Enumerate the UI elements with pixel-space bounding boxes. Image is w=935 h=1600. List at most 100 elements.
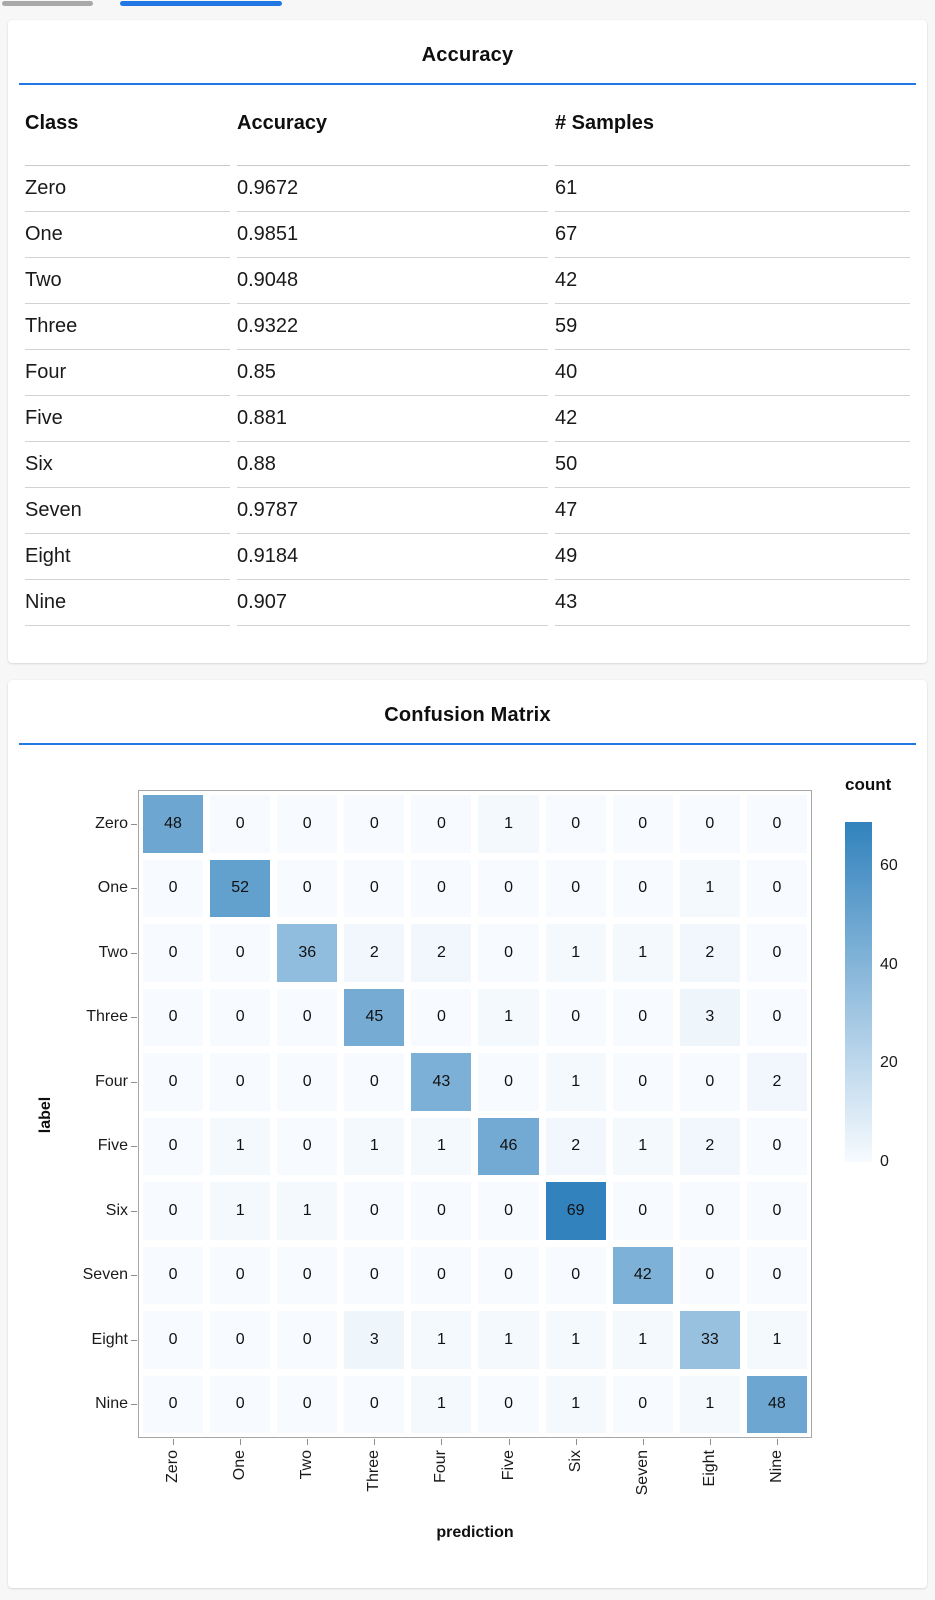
heatmap-cell-one-three: 0: [344, 859, 405, 917]
heatmap-cell-one-nine: 0: [746, 859, 807, 917]
heatmap-cell-seven-nine: 0: [746, 1246, 807, 1304]
y-tick-label-five: Five: [97, 1137, 128, 1155]
heatmap-cell-two-one: 0: [210, 924, 271, 982]
heatmap-cell-zero-eight: 0: [679, 795, 740, 853]
x-tick-mark: [240, 1439, 242, 1445]
class-cell: Seven: [25, 488, 230, 534]
heatmap-cell-seven-three: 0: [344, 1246, 405, 1304]
x-tick-mark: [776, 1439, 778, 1445]
heatmap-cell-four-one: 0: [210, 1053, 271, 1111]
y-tick-mark: [131, 1339, 137, 1341]
table-row: Six 0.88 50: [25, 442, 910, 488]
column-header-accuracy: Accuracy: [237, 108, 548, 166]
heatmap-cell-five-one: 1: [210, 1117, 271, 1175]
y-tick-label-nine: Nine: [95, 1395, 128, 1413]
heatmap-cell-six-nine: 0: [746, 1182, 807, 1240]
heatmap-cell-nine-one: 0: [210, 1375, 271, 1433]
heatmap-cell-four-six: 1: [545, 1053, 606, 1111]
y-tick-label-six: Six: [105, 1201, 128, 1219]
heatmap-cell-eight-two: 0: [277, 1311, 338, 1369]
samples-cell: 40: [555, 350, 910, 396]
heatmap-cell-three-nine: 0: [746, 988, 807, 1046]
heatmap-cell-seven-two: 0: [277, 1246, 338, 1304]
heatmap-cell-zero-seven: 0: [612, 795, 673, 853]
heatmap-cell-three-six: 0: [545, 988, 606, 1046]
samples-cell: 67: [555, 212, 910, 258]
accuracy-cell: 0.9851: [237, 212, 548, 258]
heatmap-cell-five-three: 1: [344, 1117, 405, 1175]
class-cell: Nine: [25, 580, 230, 626]
heatmap-cell-one-seven: 0: [612, 859, 673, 917]
table-row: Two 0.9048 42: [25, 258, 910, 304]
table-row: One 0.9851 67: [25, 212, 910, 258]
accuracy-cell: 0.9184: [237, 534, 548, 580]
samples-cell: 50: [555, 442, 910, 488]
heatmap-cell-seven-seven: 42: [612, 1246, 673, 1304]
heatmap-cell-eight-four: 1: [411, 1311, 472, 1369]
samples-cell: 61: [555, 166, 910, 212]
legend-title: count: [845, 775, 892, 794]
heatmap-cell-six-four: 0: [411, 1182, 472, 1240]
heatmap-cell-eight-seven: 1: [612, 1311, 673, 1369]
samples-cell: 49: [555, 534, 910, 580]
samples-cell: 59: [555, 304, 910, 350]
heatmap-cell-nine-seven: 0: [612, 1375, 673, 1433]
y-axis-title: label: [37, 1096, 54, 1134]
heatmap-cell-nine-zero: 0: [143, 1375, 204, 1433]
heatmap-cell-three-four: 0: [411, 988, 472, 1046]
heatmap-cell-nine-four: 1: [411, 1375, 472, 1433]
heatmap-cell-eight-nine: 1: [746, 1311, 807, 1369]
samples-cell: 42: [555, 258, 910, 304]
tab-indicator-inactive[interactable]: [2, 1, 93, 6]
heatmap-cell-four-nine: 2: [746, 1053, 807, 1111]
table-row: Seven 0.9787 47: [25, 488, 910, 534]
confusion-matrix-chart: label 48 0 0 0 0 1 0 0 0 0 0 52 0 0 0 0 0 0 1 0 0 0 36 2 2 0 1 1 2 0 0…: [8, 680, 927, 1588]
heatmap-cell-one-two: 0: [277, 859, 338, 917]
y-tick-label-one: One: [97, 879, 128, 897]
accuracy-cell: 0.9787: [237, 488, 548, 534]
tab-indicator-active[interactable]: [120, 1, 282, 6]
x-tick-mark: [173, 1439, 175, 1445]
accuracy-table: Class Accuracy # Samples Zero 0.9672 61 One 0.…: [18, 108, 917, 626]
accuracy-table-header-row: Class Accuracy # Samples: [25, 108, 910, 166]
heatmap-cell-three-zero: 0: [143, 988, 204, 1046]
y-tick-label-zero: Zero: [95, 814, 128, 832]
y-tick-label-three: Three: [86, 1008, 128, 1026]
accuracy-panel-title: Accuracy: [421, 44, 514, 66]
y-tick-mark: [131, 1404, 137, 1406]
class-cell: Three: [25, 304, 230, 350]
class-cell: Zero: [25, 166, 230, 212]
heatmap-cell-six-eight: 0: [679, 1182, 740, 1240]
heatmap-cell-five-four: 1: [411, 1117, 472, 1175]
x-axis-title: prediction: [436, 1524, 514, 1541]
heatmap-cell-three-five: 1: [478, 988, 539, 1046]
table-row: Eight 0.9184 49: [25, 534, 910, 580]
heatmap-cell-one-six: 0: [545, 859, 606, 917]
x-tick-mark: [575, 1439, 577, 1445]
class-cell: Two: [25, 258, 230, 304]
heatmap-cell-zero-one: 0: [210, 795, 271, 853]
class-cell: Six: [25, 442, 230, 488]
y-tick-label-two: Two: [98, 943, 128, 961]
x-tick-mark: [374, 1439, 376, 1445]
heatmap-cell-zero-three: 0: [344, 795, 405, 853]
heatmap-cell-seven-one: 0: [210, 1246, 271, 1304]
heatmap-cell-six-zero: 0: [143, 1182, 204, 1240]
column-header-class: Class: [25, 108, 230, 166]
heatmap-cell-six-one: 1: [210, 1182, 271, 1240]
heatmap-cell-six-six: 69: [545, 1182, 606, 1240]
y-tick-mark: [131, 1146, 137, 1148]
heatmap-cell-seven-four: 0: [411, 1246, 472, 1304]
heatmap-cell-eight-five: 1: [478, 1311, 539, 1369]
y-tick-label-eight: Eight: [91, 1330, 128, 1348]
heatmap-cell-two-seven: 1: [612, 924, 673, 982]
table-row: Four 0.85 40: [25, 350, 910, 396]
heatmap-cell-seven-zero: 0: [143, 1246, 204, 1304]
accuracy-title-rule: [19, 83, 916, 85]
accuracy-cell: 0.88: [237, 442, 548, 488]
confusion-title-rule: [19, 743, 916, 745]
heatmap-cell-six-three: 0: [344, 1182, 405, 1240]
legend-tick-0: 0: [880, 1153, 889, 1170]
heatmap-cell-eight-six: 1: [545, 1311, 606, 1369]
legend-tick-60: 60: [880, 857, 898, 875]
